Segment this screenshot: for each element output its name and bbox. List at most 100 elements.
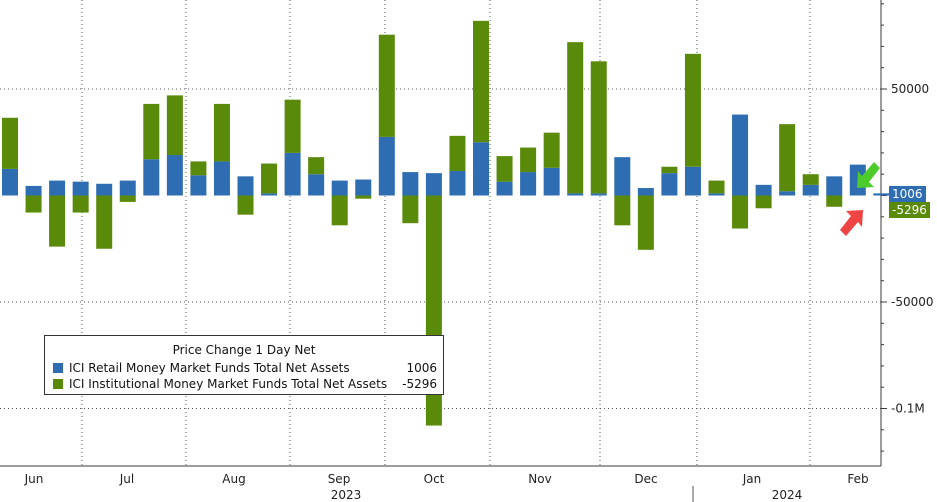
bar-institutional xyxy=(308,157,325,175)
x-month-label: Feb xyxy=(847,472,868,486)
bar-retail xyxy=(190,175,207,196)
bar-institutional xyxy=(237,195,254,215)
bar-institutional xyxy=(449,135,466,172)
bar-retail xyxy=(473,142,489,196)
bar-institutional xyxy=(402,195,419,224)
bar-institutional xyxy=(72,195,89,213)
bar-retail xyxy=(755,184,772,196)
x-month-label: Oct xyxy=(424,472,445,486)
bar-retail xyxy=(143,159,160,196)
bar-retail xyxy=(873,193,890,196)
bar-institutional xyxy=(213,103,230,162)
legend-label-retail: ICI Retail Money Market Funds Total Net … xyxy=(69,361,350,375)
bar-retail xyxy=(237,176,254,196)
bar-institutional xyxy=(684,53,701,167)
bar-retail xyxy=(402,172,419,196)
bar-institutional xyxy=(49,195,66,247)
legend-item-retail: ICI Retail Money Market Funds Total Net … xyxy=(53,360,437,376)
bar-retail xyxy=(802,184,819,196)
x-month-label: Dec xyxy=(634,472,657,486)
bar-retail xyxy=(261,193,278,196)
bar-retail xyxy=(520,172,537,196)
bar-institutional xyxy=(378,34,395,137)
bar-institutional xyxy=(355,195,372,199)
bar-retail xyxy=(119,180,136,196)
x-month-label: Jul xyxy=(119,472,134,486)
bar-retail xyxy=(732,114,749,196)
legend-swatch-retail xyxy=(53,363,63,373)
x-year-label: 2024 xyxy=(772,488,803,502)
bar-institutional xyxy=(779,124,796,192)
bar-institutional xyxy=(166,95,183,156)
bar-institutional xyxy=(473,20,489,143)
bar-retail xyxy=(684,166,701,196)
bar-institutional xyxy=(614,195,631,226)
y-tick-label: -50000 xyxy=(891,295,934,309)
bar-retail xyxy=(49,180,66,196)
bar-institutional xyxy=(590,61,607,194)
bar-institutional xyxy=(567,42,584,194)
legend-value-institutional: -5296 xyxy=(402,377,437,391)
legend-title: Price Change 1 Day Net xyxy=(172,343,316,357)
bar-retail xyxy=(284,152,301,196)
x-month-label: Nov xyxy=(528,472,551,486)
bar-institutional xyxy=(661,166,678,174)
bar-institutional xyxy=(732,195,749,229)
legend-value-retail: 1006 xyxy=(406,361,437,375)
bar-institutional xyxy=(25,195,42,213)
x-year-label: 2023 xyxy=(331,488,362,502)
bar-retail xyxy=(355,179,372,196)
y-tick-label: 50000 xyxy=(891,82,929,96)
legend-swatch-institutional xyxy=(53,379,63,389)
bar-retail xyxy=(449,171,466,196)
bar-institutional xyxy=(708,180,725,194)
bar-institutional xyxy=(520,147,537,173)
bar-institutional xyxy=(143,103,160,160)
bar-retail xyxy=(2,168,18,196)
green-arrow-icon xyxy=(857,162,880,188)
legend-label-institutional: ICI Institutional Money Market Funds Tot… xyxy=(69,377,388,391)
bar-retail xyxy=(425,173,442,196)
legend: Price Change 1 Day Net ICI Retail Money … xyxy=(44,335,444,395)
bar-institutional xyxy=(96,195,113,249)
bar-retail xyxy=(96,183,113,196)
bar-retail xyxy=(590,193,607,196)
x-month-label: Sep xyxy=(328,472,351,486)
bar-institutional xyxy=(261,163,278,194)
bar-institutional xyxy=(496,156,513,182)
bar-retail xyxy=(779,191,796,196)
bar-retail xyxy=(567,193,584,196)
last-value-retail: 1006 xyxy=(889,186,926,202)
bar-institutional xyxy=(543,132,560,168)
bar-retail xyxy=(72,181,89,196)
bar-retail xyxy=(496,181,513,196)
x-month-label: Aug xyxy=(222,472,245,486)
x-month-label: Jun xyxy=(24,472,44,486)
legend-item-institutional: ICI Institutional Money Market Funds Tot… xyxy=(53,376,437,392)
bar-retail xyxy=(25,185,42,196)
bar-institutional xyxy=(755,195,772,209)
bar-retail xyxy=(308,174,325,196)
bar-institutional xyxy=(2,117,18,169)
bar-retail xyxy=(378,136,395,196)
bar-institutional xyxy=(826,195,843,207)
red-arrow-icon xyxy=(840,210,863,236)
bar-retail xyxy=(543,167,560,196)
bar-institutional xyxy=(119,195,136,202)
x-month-label: Jan xyxy=(742,472,762,486)
bar-retail xyxy=(213,161,230,196)
bar-retail xyxy=(331,180,348,196)
bar-retail xyxy=(826,176,843,196)
bar-institutional xyxy=(190,161,207,176)
bar-retail xyxy=(637,188,654,196)
y-tick-label: -0.1M xyxy=(891,402,925,416)
bar-institutional xyxy=(637,195,654,250)
bar-institutional xyxy=(284,99,301,153)
bar-retail xyxy=(614,157,631,196)
bar-institutional xyxy=(802,174,819,185)
last-value-institutional: -5296 xyxy=(889,202,930,218)
bar-retail xyxy=(661,173,678,196)
bar-institutional xyxy=(331,195,348,226)
